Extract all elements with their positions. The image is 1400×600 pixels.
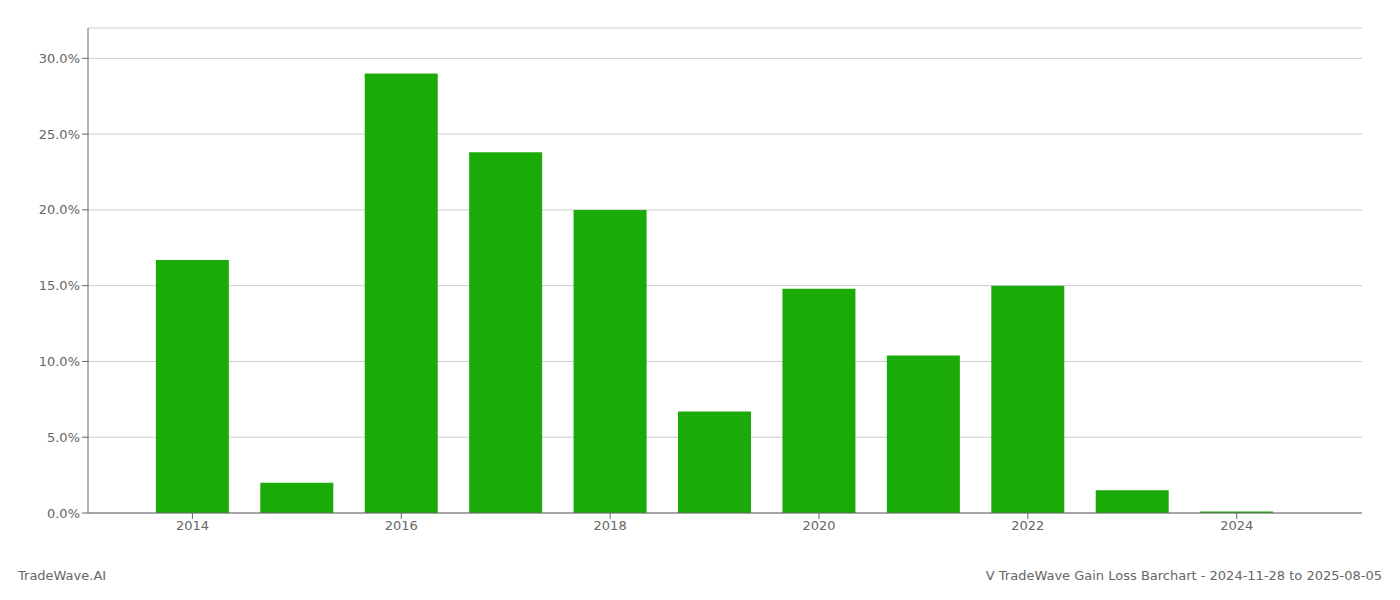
- svg-text:2022: 2022: [1011, 518, 1044, 533]
- svg-text:5.0%: 5.0%: [47, 430, 80, 445]
- svg-text:2020: 2020: [802, 518, 835, 533]
- html-text:TradeWave.AI: TradeWave.AI: [18, 568, 107, 583]
- svg-text:2016: 2016: [385, 518, 418, 533]
- svg-text:2024: 2024: [1220, 518, 1253, 533]
- svg-text:30.0%: 30.0%: [39, 51, 80, 66]
- svg-text:2014: 2014: [176, 518, 209, 533]
- svg-text:20.0%: 20.0%: [39, 202, 80, 217]
- svg-text:15.0%: 15.0%: [39, 278, 80, 293]
- svg-text:10.0%: 10.0%: [39, 354, 80, 369]
- html-text:V TradeWave Gain Loss Barchart: V TradeWave Gain Loss Barchart - 2024-11…: [985, 568, 1382, 583]
- svg-text:0.0%: 0.0%: [47, 506, 80, 521]
- svg-text:25.0%: 25.0%: [39, 127, 80, 142]
- svg-text:2018: 2018: [594, 518, 627, 533]
